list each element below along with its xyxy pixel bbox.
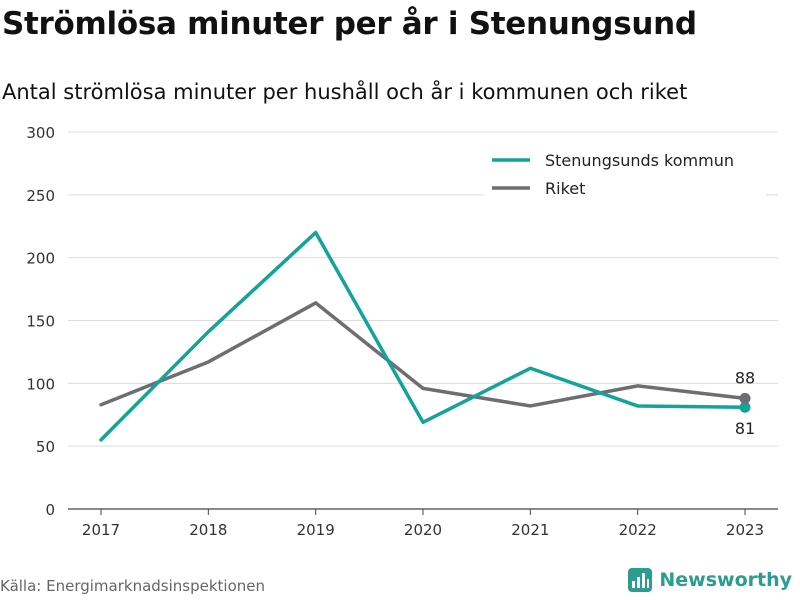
y-tick-label: 200 bbox=[26, 250, 55, 268]
x-tick-label: 2022 bbox=[619, 521, 657, 539]
x-tick-label: 2018 bbox=[189, 521, 227, 539]
source-note: Källa: Energimarknadsinspektionen bbox=[0, 577, 266, 595]
brand-name: Newsworthy bbox=[659, 569, 792, 591]
series-line-riket bbox=[99, 301, 747, 408]
x-tick-label: 2017 bbox=[82, 521, 120, 539]
brand: Newsworthy bbox=[627, 567, 792, 593]
y-tick-label: 250 bbox=[26, 187, 55, 205]
legend-box bbox=[484, 142, 766, 198]
x-tick-label: 2020 bbox=[404, 521, 442, 539]
y-tick-label: 300 bbox=[26, 124, 55, 142]
y-tick-label: 0 bbox=[45, 501, 55, 519]
x-tick-label: 2021 bbox=[511, 521, 549, 539]
chart-subtitle: Antal strömlösa minuter per hushåll och … bbox=[2, 80, 688, 104]
end-point-riket bbox=[739, 392, 751, 404]
series-line-stenungsund bbox=[99, 230, 747, 442]
end-point-stenungsund bbox=[739, 401, 751, 413]
end-label-riket: 88 bbox=[735, 368, 755, 387]
y-tick-label: 100 bbox=[26, 375, 55, 393]
end-label-stenungsund: 81 bbox=[735, 419, 755, 438]
legend-label: Stenungsunds kommun bbox=[545, 151, 734, 170]
x-tick-label: 2019 bbox=[297, 521, 335, 539]
legend-label: Riket bbox=[545, 179, 585, 198]
chart-title: Strömlösa minuter per år i Stenungsund bbox=[2, 6, 697, 42]
newsworthy-logo-icon bbox=[628, 568, 653, 592]
y-tick-label: 50 bbox=[36, 438, 55, 456]
y-tick-label: 150 bbox=[26, 313, 55, 331]
x-tick-label: 2023 bbox=[726, 521, 764, 539]
